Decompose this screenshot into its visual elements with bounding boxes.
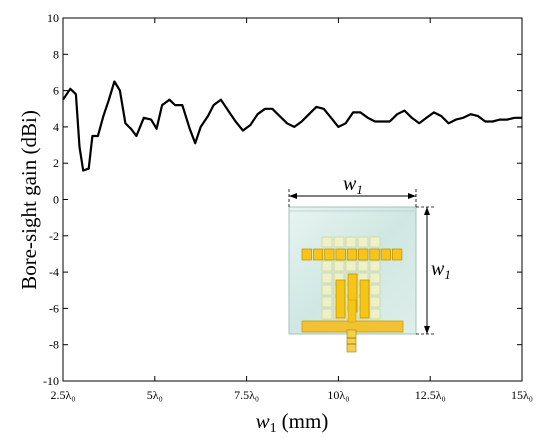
parasitic-cell <box>369 272 381 284</box>
y-axis-ticks: 10 8 6 4 2 0 -2 -4 -6 -8 -10 <box>43 11 522 388</box>
feed-line <box>347 299 357 323</box>
inset-height-label: w1 <box>431 258 451 282</box>
parasitic-cell <box>321 296 333 308</box>
parasitic-cell <box>369 284 381 296</box>
x-tick-label: 5λ₀ <box>147 388 163 402</box>
patch-cell <box>324 248 335 261</box>
y-tick-label: -2 <box>49 229 59 243</box>
parasitic-cell <box>321 260 333 272</box>
connector <box>346 329 357 353</box>
x-tick-label: 2.5λ₀ <box>50 388 75 402</box>
patch-cell <box>346 248 358 261</box>
parasitic-cell <box>321 272 333 284</box>
y-axis-title: Bore-sight gain (dBi) <box>17 110 41 290</box>
y-tick-label: -10 <box>43 374 59 388</box>
antenna-inset: w1 w1 <box>288 173 451 353</box>
height-arrow-bottom <box>424 326 430 334</box>
y-tick-label: 10 <box>47 11 59 25</box>
parasitic-cell <box>321 236 333 248</box>
patch-cell <box>335 248 346 261</box>
patch-cell <box>358 248 369 261</box>
parasitic-cell <box>333 260 345 272</box>
patch-cell <box>359 279 370 319</box>
height-arrow-top <box>424 207 430 215</box>
parasitic-cell <box>321 284 333 296</box>
width-arrow-left <box>289 193 297 199</box>
inset-width-label: w1 <box>343 173 363 197</box>
x-tick-label: 10λ₀ <box>327 388 349 402</box>
parasitic-cell <box>333 236 345 248</box>
y-tick-label: -4 <box>49 265 59 279</box>
parasitic-cell <box>357 236 369 248</box>
parasitic-cell <box>345 260 357 272</box>
y-tick-label: -8 <box>49 338 59 352</box>
parasitic-cell <box>369 308 381 320</box>
gain-series-line <box>62 80 522 172</box>
parasitic-cell <box>369 236 381 248</box>
plot-frame <box>62 17 523 382</box>
parasitic-cell <box>357 260 369 272</box>
x-tick-label: 12.5λ₀ <box>415 388 446 402</box>
y-tick-label: 4 <box>53 120 59 134</box>
patch-cell <box>312 248 324 261</box>
y-tick-label: 8 <box>53 47 59 61</box>
patch-cell <box>380 248 391 261</box>
y-tick-label: -6 <box>49 301 59 315</box>
x-tick-label: 15λ₀ <box>511 388 533 402</box>
patch-cell <box>392 248 403 261</box>
patch-cell <box>301 248 312 261</box>
x-tick-label: 7.5λ₀ <box>234 388 259 402</box>
parasitic-cell <box>369 296 381 308</box>
parasitic-cell <box>321 308 333 320</box>
patch-cell <box>369 248 380 261</box>
y-tick-label: 6 <box>53 84 59 98</box>
parasitic-cell <box>345 236 357 248</box>
y-tick-label: 0 <box>53 193 59 207</box>
radiating-patches <box>301 248 403 319</box>
parasitic-cell <box>369 260 381 272</box>
width-arrow-right <box>408 193 416 199</box>
patch-cell <box>335 279 346 319</box>
y-tick-label: 2 <box>53 156 59 170</box>
x-axis-title: w1 (mm) <box>256 409 329 436</box>
